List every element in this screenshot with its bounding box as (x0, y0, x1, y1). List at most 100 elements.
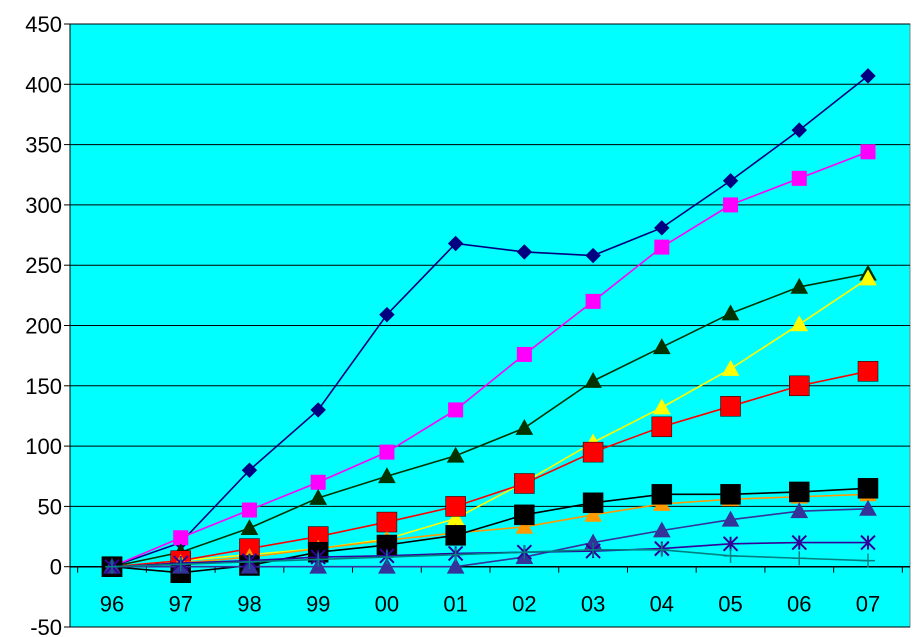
x-tick-label: 02 (512, 592, 536, 617)
data-point (652, 338, 671, 355)
y-tick-label: 150 (25, 374, 62, 399)
data-point (378, 467, 396, 484)
data-point (448, 547, 463, 562)
data-point (582, 441, 604, 463)
data-point (376, 511, 398, 533)
data-point (654, 220, 670, 236)
data-point (721, 359, 740, 376)
data-point (790, 502, 809, 519)
data-point (857, 361, 879, 382)
data-point (789, 481, 810, 503)
series-line (111, 272, 869, 568)
y-tick-labels: -50 0 50 100 150 200 250 300 350 400 450 (25, 12, 62, 637)
data-point (860, 534, 876, 551)
data-point (586, 542, 601, 557)
y-tick-label: 50 (38, 494, 62, 519)
data-point (584, 371, 602, 388)
data-point (446, 557, 465, 574)
series-line (111, 370, 869, 568)
y-tick-label: 300 (25, 193, 62, 218)
data-point (241, 502, 257, 518)
data-point (310, 402, 326, 418)
data-point (584, 505, 602, 522)
data-point (791, 170, 807, 186)
data-point (242, 554, 257, 569)
data-point (722, 536, 739, 552)
data-point (723, 197, 739, 213)
data-point (309, 488, 328, 505)
data-point (720, 484, 741, 505)
x-tick-label: 96 (100, 592, 124, 617)
series-line (111, 151, 869, 568)
x-tick-labels: 96 97 98 99 00 01 02 03 04 05 06 07 (100, 592, 880, 617)
data-point (651, 484, 673, 505)
data-point (105, 559, 119, 574)
data-point (379, 550, 394, 565)
x-tick-label: 05 (718, 592, 742, 617)
data-point (652, 398, 671, 415)
x-tick-label: 06 (787, 592, 811, 617)
x-tick-label: 01 (443, 592, 467, 617)
data-point (517, 545, 532, 560)
y-tick-label: 250 (25, 253, 62, 278)
data-point (585, 247, 601, 264)
series-line (111, 493, 869, 568)
series-line (111, 277, 869, 568)
data-point (585, 293, 601, 309)
data-point (379, 444, 395, 460)
data-point (723, 548, 738, 563)
data-point (582, 492, 604, 514)
x-tick-label: 04 (650, 592, 674, 617)
y-tick-label: 200 (25, 314, 62, 339)
data-point (722, 173, 739, 189)
data-point (721, 304, 740, 321)
data-point (860, 144, 876, 160)
data-point (720, 396, 741, 417)
data-point (654, 542, 669, 557)
x-tick-label: 00 (375, 592, 399, 617)
series-line (111, 549, 869, 568)
data-point (857, 478, 879, 499)
data-point (173, 557, 188, 572)
data-point (792, 551, 807, 566)
data-point (447, 235, 464, 252)
data-point (448, 402, 464, 418)
data-point (861, 553, 875, 568)
data-point (790, 315, 809, 332)
data-point (516, 244, 533, 260)
x-tick-label: 99 (306, 592, 330, 617)
data-point (859, 269, 877, 286)
data-point (859, 499, 877, 516)
y-tick-label: 100 (25, 434, 62, 459)
data-point (721, 510, 740, 527)
data-point (860, 68, 876, 84)
data-point (514, 473, 535, 494)
y-tick-label: 400 (25, 72, 62, 97)
series-line (111, 75, 869, 568)
data-point (310, 474, 326, 490)
series-10 (105, 542, 875, 574)
y-tick-label: 350 (25, 133, 62, 158)
x-tick-label: 07 (856, 592, 880, 617)
data-point (241, 462, 258, 478)
x-tick-label: 03 (581, 592, 605, 617)
data-point (654, 239, 670, 255)
data-point (514, 504, 535, 526)
data-point (789, 375, 810, 397)
y-tick-label: 0 (50, 555, 62, 580)
data-point (311, 552, 326, 567)
data-point (515, 418, 534, 435)
series-line (112, 508, 869, 568)
data-point (791, 122, 807, 138)
series-3 (103, 264, 877, 574)
data-point (173, 530, 189, 546)
data-point (515, 517, 534, 534)
series-group (101, 68, 879, 583)
data-point (790, 277, 809, 294)
data-point (651, 416, 673, 438)
data-point (378, 557, 396, 574)
y-tick-label: -50 (30, 615, 62, 637)
x-tick-label: 98 (237, 592, 261, 617)
data-point (791, 534, 807, 551)
